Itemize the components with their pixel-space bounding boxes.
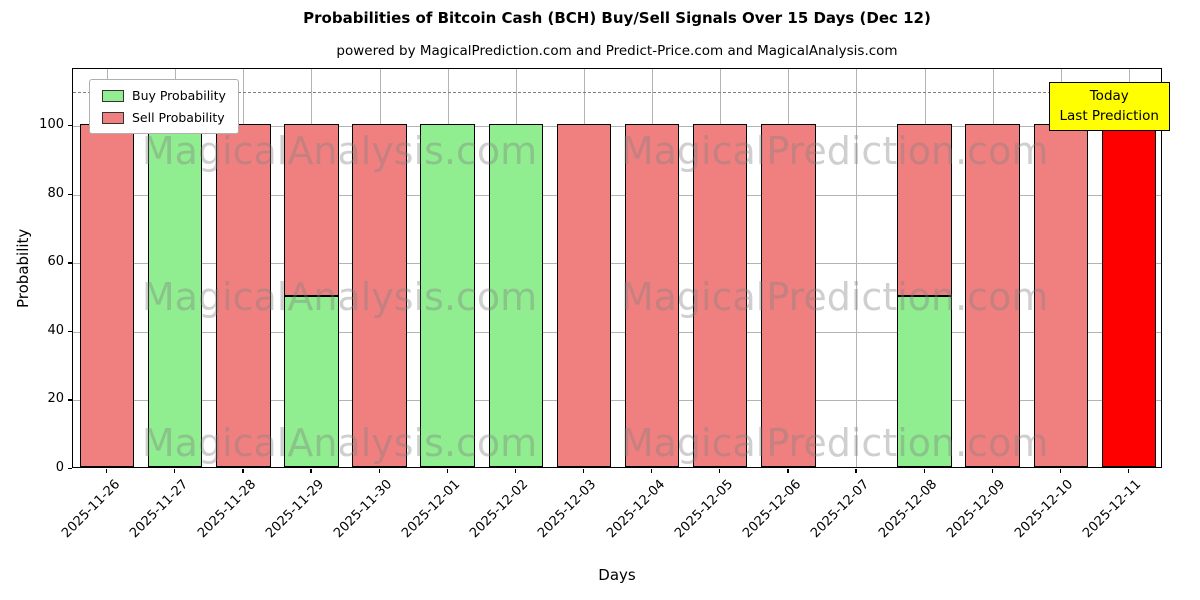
legend-label-buy: Buy Probability xyxy=(132,88,226,103)
bar-buy-segment xyxy=(284,295,339,467)
x-tick xyxy=(514,469,516,473)
x-tick-label: 2025-12-05 xyxy=(671,477,736,542)
bar-buy-segment xyxy=(420,124,475,467)
today-annotation-line1: Today xyxy=(1089,88,1129,104)
bar-sell-segment xyxy=(216,124,271,467)
x-tick-label: 2025-12-03 xyxy=(535,477,600,542)
x-tick-label: 2025-12-09 xyxy=(944,477,1009,542)
y-axis-label: Probability xyxy=(14,228,32,308)
x-tick xyxy=(446,469,448,473)
watermark-analysis: MagicalAnalysis.com xyxy=(141,421,538,465)
legend-item-buy: Buy Probability xyxy=(102,88,226,103)
x-tick xyxy=(106,469,108,473)
watermark-layer: MagicalAnalysis.com MagicalPrediction.com… xyxy=(73,69,1161,467)
bar-sell-segment xyxy=(556,124,612,467)
x-tick xyxy=(1059,469,1061,473)
bars-layer xyxy=(73,69,1161,467)
h-gridline xyxy=(73,331,1161,333)
x-tick-label: 2025-12-07 xyxy=(808,477,873,542)
x-tick xyxy=(1127,469,1130,473)
today-annotation: Today Last Prediction xyxy=(1048,82,1170,131)
watermark-prediction: MagicalPrediction.com xyxy=(620,275,1049,319)
x-tick-label: 2025-12-06 xyxy=(739,477,804,542)
watermark-prediction: MagicalPrediction.com xyxy=(620,129,1049,173)
x-tick-label: 2025-12-01 xyxy=(399,477,464,542)
legend-item-sell: Sell Probability xyxy=(102,110,226,125)
chart-subtitle: powered by MagicalPrediction.com and Pre… xyxy=(336,43,898,59)
chart-title: Probabilities of Bitcoin Cash (BCH) Buy/… xyxy=(303,9,931,27)
y-tick-label: 80 xyxy=(47,185,64,201)
x-tick-label: 2025-11-29 xyxy=(263,477,328,542)
h-gridline xyxy=(73,263,1161,265)
x-tick-label: 2025-12-11 xyxy=(1080,477,1145,542)
y-tick-label: 60 xyxy=(47,254,64,270)
bar-sell-segment xyxy=(897,124,952,296)
bar-buy-segment xyxy=(147,124,203,467)
bar-buy-segment xyxy=(488,124,544,467)
x-tick xyxy=(923,469,925,473)
bar-sell-segment xyxy=(761,124,816,467)
bar-sell-segment xyxy=(352,124,407,467)
x-tick-label: 2025-11-27 xyxy=(126,477,191,542)
y-tick-label: 40 xyxy=(47,322,64,338)
watermark-analysis: MagicalAnalysis.com xyxy=(141,275,538,319)
bar-sell-segment xyxy=(692,124,748,467)
h-gridline xyxy=(73,194,1161,196)
y-tick xyxy=(68,468,72,470)
x-tick xyxy=(719,469,721,473)
x-tick xyxy=(310,469,312,473)
x-tick xyxy=(651,469,653,473)
legend: Buy Probability Sell Probability xyxy=(89,79,239,134)
plot-area: MagicalAnalysis.com MagicalPrediction.com… xyxy=(72,68,1162,468)
x-tick-label: 2025-12-08 xyxy=(876,477,941,542)
bar-sell-segment xyxy=(965,124,1020,467)
v-gridline xyxy=(856,69,858,467)
bar-sell-segment xyxy=(1101,124,1157,467)
today-annotation-line2: Last Prediction xyxy=(1059,108,1159,125)
x-tick-label: 2025-12-04 xyxy=(603,477,668,542)
bar-sell-segment xyxy=(1033,124,1089,467)
x-tick-label: 2025-11-28 xyxy=(194,477,259,542)
bar-sell-segment xyxy=(284,124,339,296)
y-tick-label: 0 xyxy=(55,460,64,475)
x-tick xyxy=(242,469,244,473)
x-tick xyxy=(855,469,857,473)
x-tick xyxy=(174,469,176,473)
legend-swatch-sell xyxy=(102,111,124,124)
bar-sell-segment xyxy=(79,124,135,467)
threshold-line xyxy=(73,91,1161,93)
x-tick xyxy=(582,469,585,473)
x-tick-label: 2025-11-30 xyxy=(331,477,396,542)
x-tick xyxy=(787,469,789,473)
y-tick-label: 100 xyxy=(39,117,64,133)
x-tick xyxy=(991,469,993,473)
x-tick-label: 2025-12-10 xyxy=(1012,477,1077,542)
watermark-analysis: MagicalAnalysis.com xyxy=(141,129,538,173)
legend-swatch-buy xyxy=(102,89,124,102)
h-gridline xyxy=(73,400,1161,402)
bar-sell-segment xyxy=(624,124,680,467)
watermark-prediction: MagicalPrediction.com xyxy=(620,421,1049,465)
x-tick-label: 2025-11-26 xyxy=(58,477,123,542)
h-gridline xyxy=(73,126,1161,128)
x-tick-label: 2025-12-02 xyxy=(467,477,532,542)
legend-label-sell: Sell Probability xyxy=(132,110,225,125)
y-tick-label: 20 xyxy=(47,391,64,407)
bar-buy-segment xyxy=(897,295,952,467)
x-tick xyxy=(378,469,380,473)
x-axis-label: Days xyxy=(598,566,636,584)
